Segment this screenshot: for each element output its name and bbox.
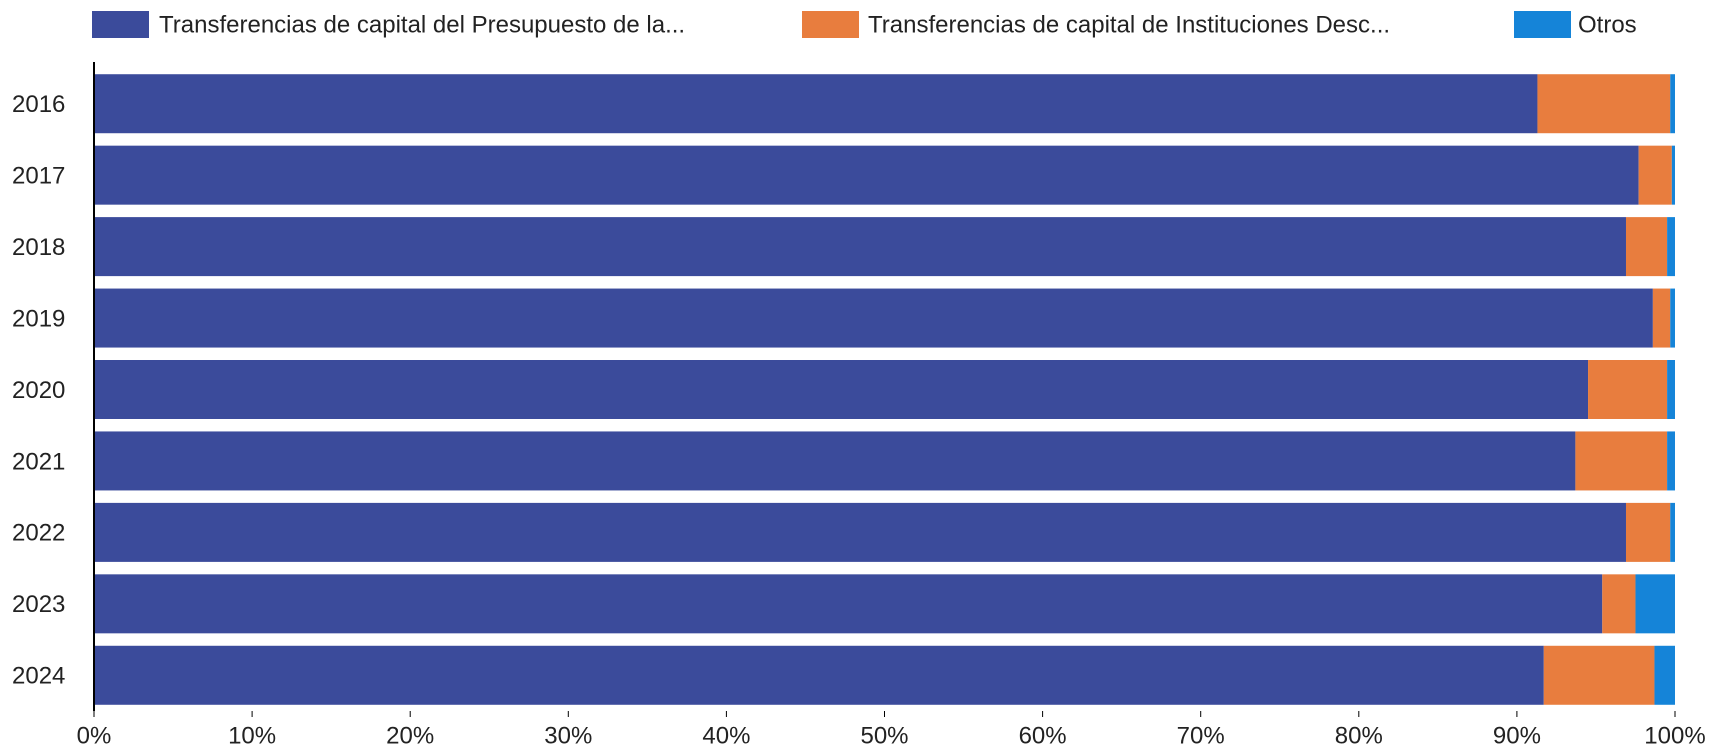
x-tick-label: 90%	[1493, 722, 1541, 749]
bar-segment	[1667, 217, 1675, 277]
bar-segment	[1543, 645, 1655, 705]
x-tick-label: 50%	[860, 722, 908, 749]
bar-segment	[1588, 360, 1668, 419]
bar-segment	[94, 74, 1538, 134]
bar-segment	[1638, 145, 1672, 205]
x-tick-label: 0%	[77, 722, 112, 749]
bar-segment	[1670, 502, 1675, 562]
legend-label: Transferencias de capital de Institucion…	[868, 11, 1390, 38]
legend-label: Transferencias de capital del Presupuest…	[159, 11, 685, 38]
bar-segment	[1670, 74, 1675, 134]
bar-segment	[1671, 145, 1675, 205]
bar-segment	[1654, 645, 1675, 705]
y-tick-label: 2019	[12, 305, 65, 332]
bar-segment	[94, 360, 1589, 419]
x-tick-label: 20%	[386, 722, 434, 749]
bar-segment	[1670, 288, 1675, 348]
x-tick-label: 40%	[702, 722, 750, 749]
bar-segment	[1575, 431, 1668, 491]
bar-segment	[94, 217, 1626, 277]
x-tick-label: 60%	[1019, 722, 1067, 749]
x-tick-label: 80%	[1335, 722, 1383, 749]
x-tick-label: 70%	[1177, 722, 1225, 749]
bar-segment	[1537, 74, 1671, 134]
x-tick-label: 30%	[544, 722, 592, 749]
bar-segment	[1667, 431, 1675, 491]
bar-segment	[1667, 360, 1675, 419]
bar-segment	[94, 288, 1653, 348]
bar-segment	[1625, 217, 1668, 277]
bar-segment	[1602, 574, 1636, 634]
y-tick-label: 2018	[12, 234, 65, 261]
legend-label: Otros	[1578, 11, 1637, 38]
bar-segment	[94, 502, 1626, 562]
y-tick-label: 2022	[12, 520, 65, 547]
y-tick-label: 2021	[12, 448, 65, 475]
y-tick-label: 2024	[12, 663, 65, 690]
y-tick-label: 2017	[12, 163, 65, 190]
legend-swatch	[92, 11, 149, 38]
bar-segment	[94, 145, 1639, 205]
legend-swatch	[1514, 11, 1571, 38]
x-tick-label: 100%	[1644, 722, 1705, 749]
bar-segment	[94, 431, 1576, 491]
bar-segment	[1635, 574, 1675, 634]
bar-segment	[94, 574, 1603, 634]
y-tick-label: 2023	[12, 591, 65, 618]
bar-segment	[1625, 502, 1671, 562]
x-tick-label: 10%	[228, 722, 276, 749]
legend-swatch	[802, 11, 859, 38]
y-tick-label: 2020	[12, 377, 65, 404]
bar-segment	[1652, 288, 1671, 348]
bar-segment	[94, 645, 1544, 705]
y-tick-label: 2016	[12, 91, 65, 118]
